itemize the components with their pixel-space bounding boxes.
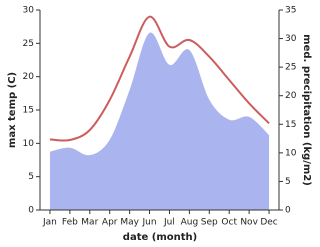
x-tick-label: Feb (62, 218, 78, 228)
y2-axis-title: med. precipitation (kg/m2) (301, 34, 312, 186)
temperature-line (49, 15, 270, 142)
x-tick-label: Jun (142, 218, 157, 228)
y-tick-label: 10 (23, 139, 35, 149)
y-tick-label: 25 (23, 39, 34, 49)
y2-tick-label: 35 (285, 6, 296, 16)
precipitation-area (49, 32, 270, 211)
x-axis-title: date (month) (123, 232, 197, 243)
x-tick-label: Dec (260, 218, 277, 228)
y-tick-label: 20 (23, 72, 35, 82)
y-tick-label: 15 (23, 106, 34, 116)
x-tick-label: May (120, 218, 139, 228)
x-tick-label: Jul (163, 218, 175, 228)
y2-tick-label: 0 (285, 206, 291, 216)
x-tick-label: Oct (221, 218, 237, 228)
y-axis-title: max temp (C) (7, 72, 18, 148)
y2-tick-label: 30 (285, 34, 297, 44)
x-tick-label: Aug (181, 218, 199, 228)
x-tick-label: Apr (102, 218, 118, 228)
y2-tick-label: 20 (285, 91, 297, 101)
x-tick-label: Sep (201, 218, 218, 228)
y2-tick-label: 25 (285, 63, 296, 73)
y2-tick-label: 15 (285, 120, 296, 130)
y2-tick-label: 5 (285, 177, 291, 187)
y-tick-label: 30 (23, 6, 35, 16)
x-tick-label: Nov (240, 218, 258, 228)
y-tick-label: 0 (28, 206, 34, 216)
y-tick-label: 5 (28, 172, 34, 182)
y2-tick-label: 10 (285, 148, 297, 158)
x-tick-label: Jan (42, 218, 57, 228)
x-tick-label: Mar (81, 218, 98, 228)
